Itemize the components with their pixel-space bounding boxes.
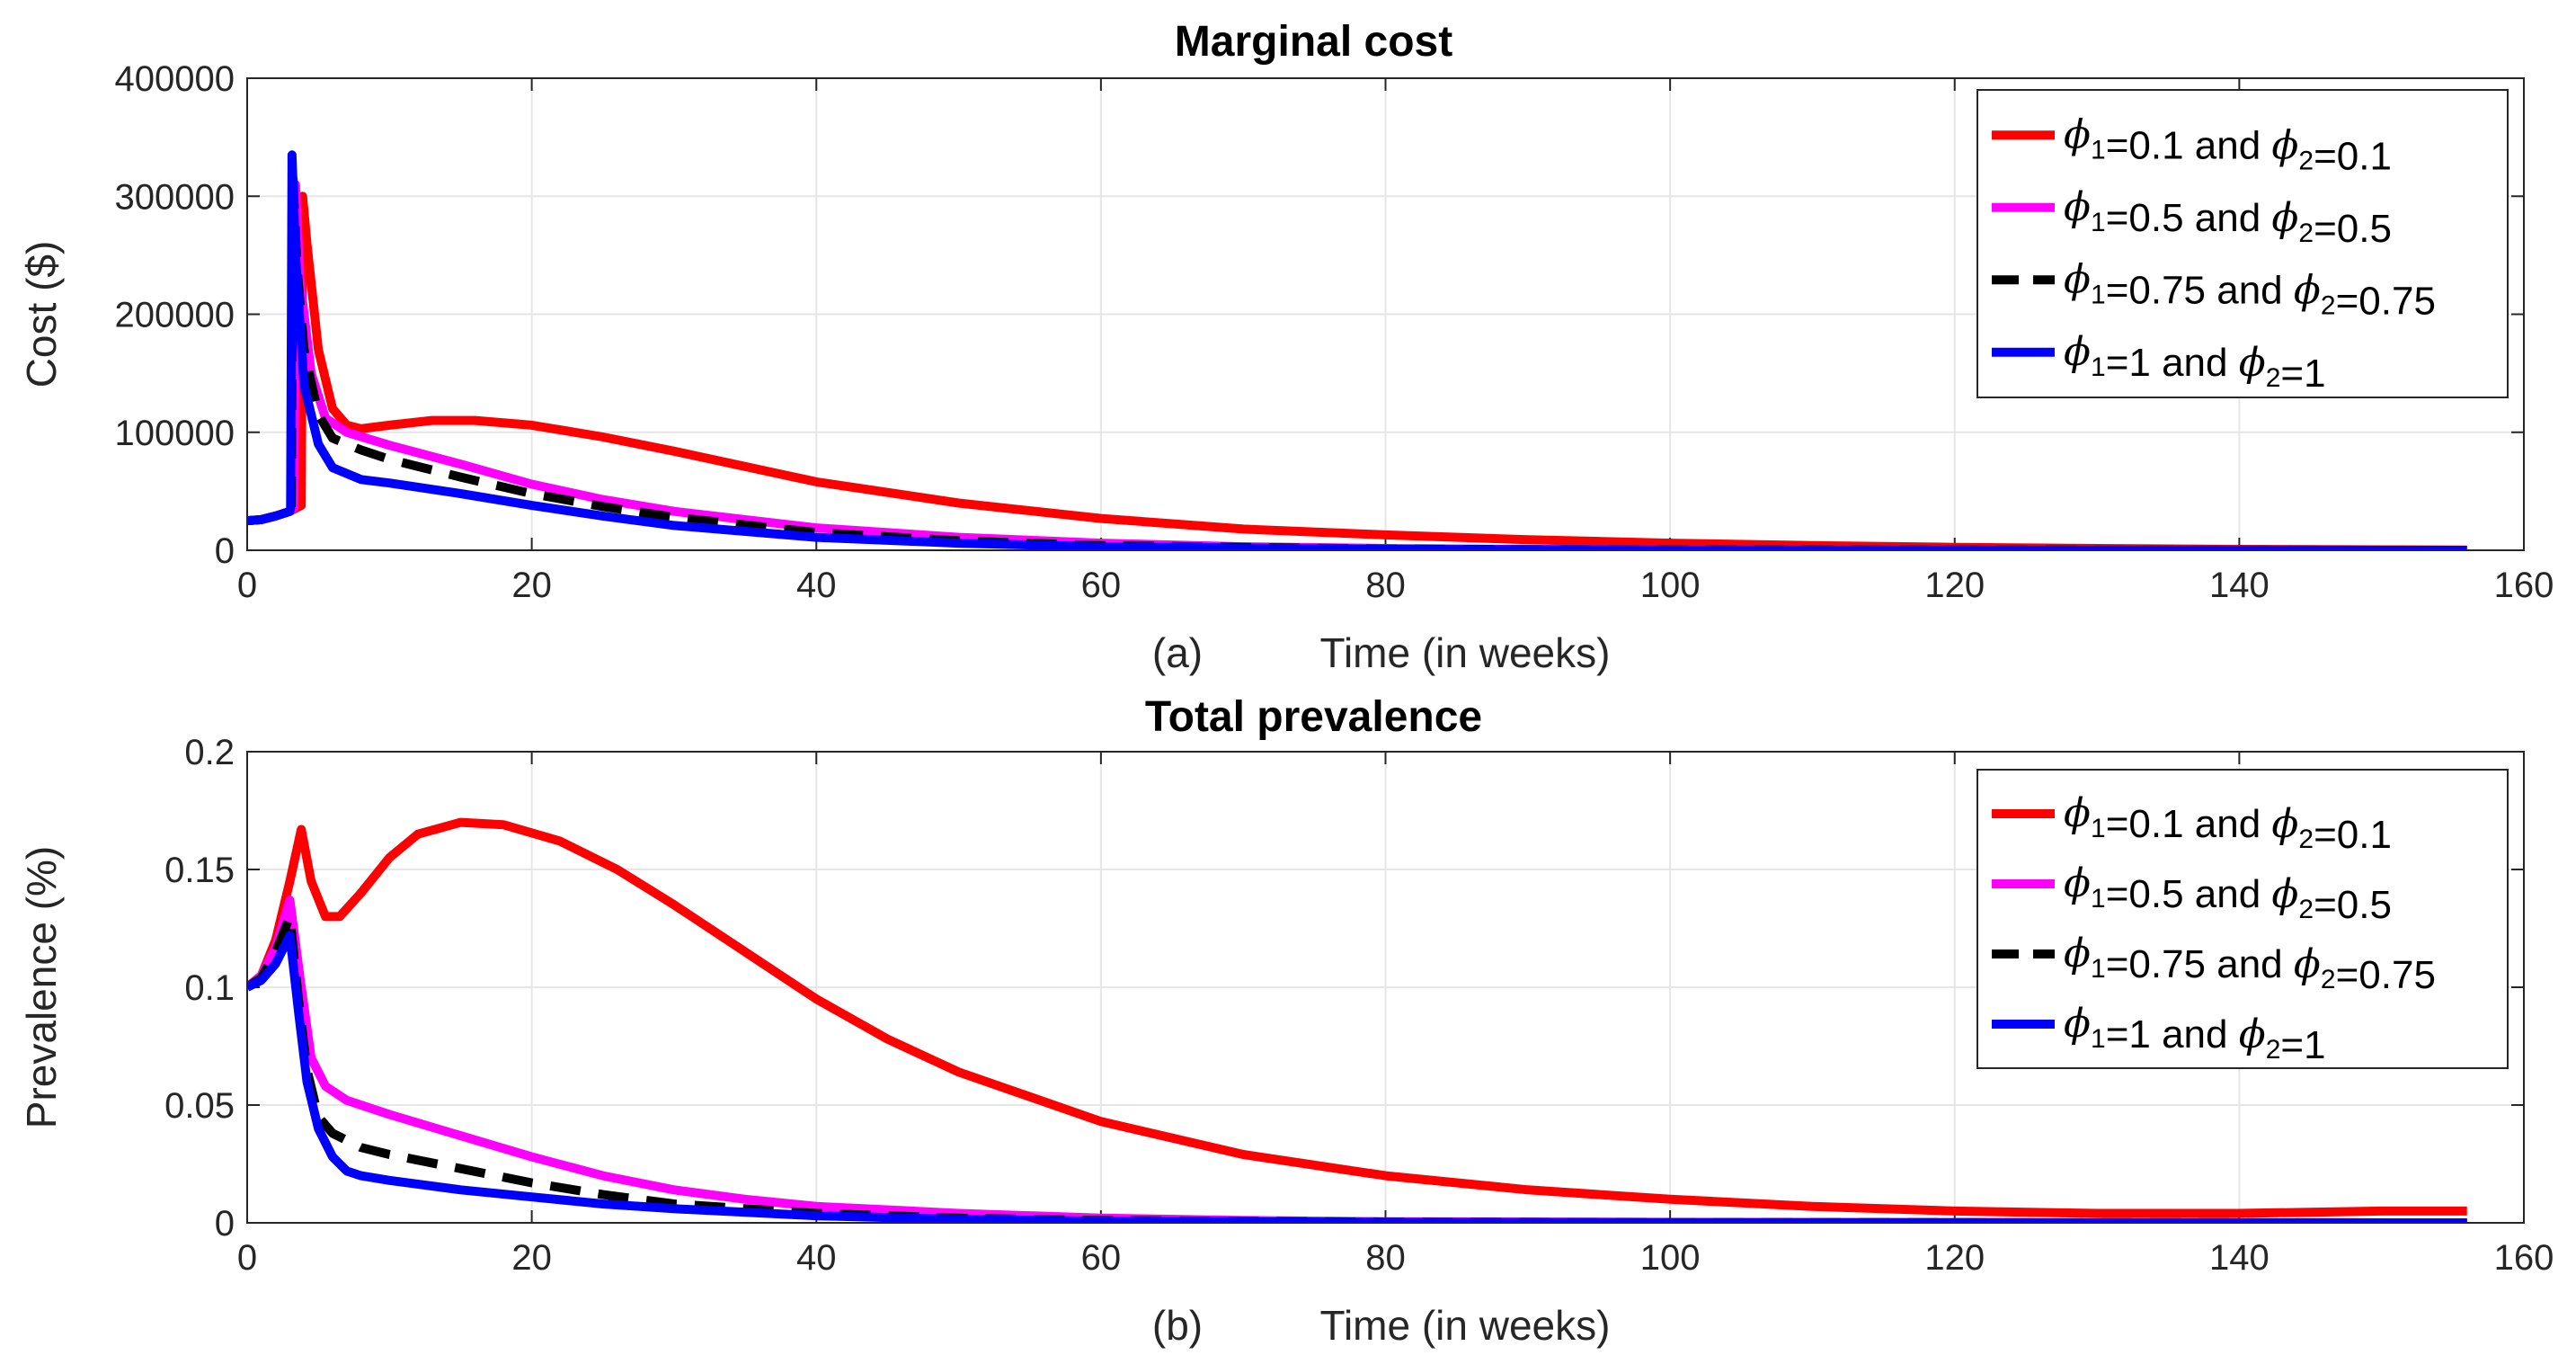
panel-label: (b) <box>1152 1302 1203 1349</box>
legend: ϕ1=0.1 and ϕ2=0.1ϕ1=0.5 and ϕ2=0.5ϕ1=0.7… <box>1976 89 2509 398</box>
x-tick-label: 80 <box>1365 566 1406 605</box>
series-line-4 <box>247 931 2467 1223</box>
y-tick-label: 0 <box>215 1204 235 1244</box>
x-tick-label: 60 <box>1081 566 1122 605</box>
axes-frame <box>246 751 2525 1224</box>
x-tick-label: 0 <box>237 566 257 605</box>
x-tick-label: 100 <box>1640 1238 1701 1278</box>
axes-frame <box>246 77 2525 551</box>
panel-marginal-cost: 0 20 40 60 80 100 120 140 160 0 100000 200000 300000… <box>18 18 2554 676</box>
y-tick-label: 0.2 <box>184 733 235 772</box>
legend-label: ϕ1=1 and ϕ2=1 <box>2064 329 2326 396</box>
series-line-4 <box>247 150 2467 550</box>
legend-label: ϕ1=1 and ϕ2=1 <box>2064 1001 2326 1067</box>
legend-box <box>1976 89 2509 398</box>
x-tick-label: 100 <box>1640 566 1701 605</box>
x-tick-label: 40 <box>796 1238 837 1278</box>
y-axis-label: Prevalence (%) <box>18 846 65 1128</box>
x-tick-label: 160 <box>2494 1238 2554 1278</box>
x-tick-label: 20 <box>511 1238 552 1278</box>
x-tick-label: 120 <box>1924 1238 1985 1278</box>
panel-total-prevalence: 0 20 40 60 80 100 120 140 160 0 0.05 0.1 0.15 0.2 Tota… <box>18 693 2554 1349</box>
legend-label: ϕ1=0.5 and ϕ2=0.5 <box>2064 184 2392 251</box>
y-tick-label: 0.1 <box>184 968 235 1008</box>
legend: ϕ1=0.1 and ϕ2=0.1ϕ1=0.5 and ϕ2=0.5ϕ1=0.7… <box>1976 769 2509 1069</box>
y-tick-label: 0 <box>215 531 235 571</box>
x-axis-label: Time (in weeks) <box>1320 629 1611 676</box>
legend-label: ϕ1=0.1 and ϕ2=0.1 <box>2064 790 2392 857</box>
y-tick-label: 0.05 <box>164 1086 235 1126</box>
chart-title: Marginal cost <box>1175 18 1452 66</box>
x-tick-label: 160 <box>2494 566 2554 605</box>
x-tick-label: 80 <box>1365 1238 1406 1278</box>
legend-box <box>1976 769 2509 1069</box>
y-tick-label: 200000 <box>115 296 235 335</box>
y-tick-label: 400000 <box>115 59 235 99</box>
x-tick-label: 120 <box>1924 566 1985 605</box>
legend-label: ϕ1=0.5 and ϕ2=0.5 <box>2064 860 2392 927</box>
x-tick-label: 40 <box>796 566 837 605</box>
y-axis-label: Cost ($) <box>18 241 65 388</box>
x-tick-label: 20 <box>511 566 552 605</box>
y-tick-label: 0.15 <box>164 851 235 890</box>
x-tick-label: 60 <box>1081 1238 1122 1278</box>
x-tick-label: 140 <box>2209 566 2270 605</box>
legend-label: ϕ1=0.75 and ϕ2=0.75 <box>2064 256 2436 323</box>
legend-label: ϕ1=0.1 and ϕ2=0.1 <box>2064 111 2392 178</box>
x-tick-label: 0 <box>237 1238 257 1278</box>
x-tick-label: 140 <box>2209 1238 2270 1278</box>
panel-label: (a) <box>1152 629 1203 676</box>
chart-title: Total prevalence <box>1145 693 1482 741</box>
series-line-3 <box>247 912 2467 1223</box>
y-tick-label: 300000 <box>115 177 235 217</box>
x-axis-label: Time (in weeks) <box>1320 1302 1611 1349</box>
y-tick-label: 100000 <box>115 414 235 453</box>
series-line-1 <box>247 817 2467 1218</box>
legend-label: ϕ1=0.75 and ϕ2=0.75 <box>2064 931 2436 997</box>
